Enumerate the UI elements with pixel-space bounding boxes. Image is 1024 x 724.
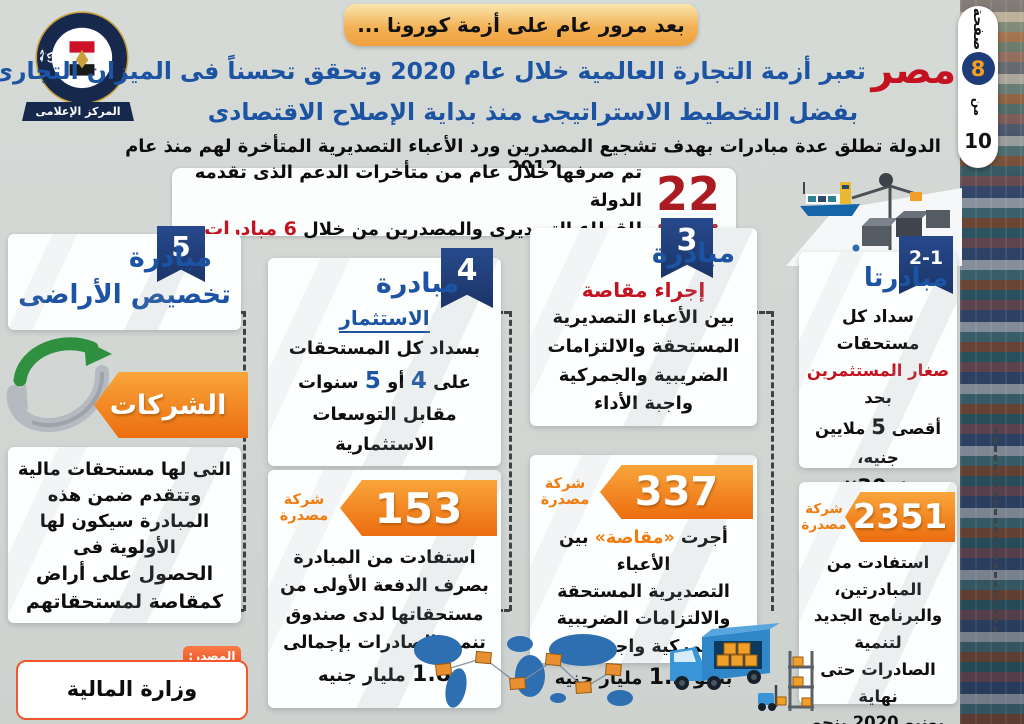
summary-amount: 22 — [655, 166, 720, 221]
egypt-emblem-icon: جمهورية مصر العربية رئاسة مجلس الوزراء — [24, 2, 129, 105]
initiative-5-detail-card: التى لها مستحقات مالية وتتقدم ضمن هذه ال… — [8, 447, 241, 623]
page-of-label: من — [971, 97, 986, 117]
initiative-1-2-card: 2-1 مبادرتا سداد كل مستحقات صغار المستثم… — [799, 236, 957, 553]
result-337-banner: شركة مصدرة 337 — [530, 465, 757, 519]
initiative-3-title: مبادرة — [651, 237, 736, 269]
page-total: 10 — [964, 129, 992, 153]
warehouse-shelf-icon — [788, 651, 814, 711]
initiative-3-body: بين الأعباء التصديرية المستحقة والالتزام… — [547, 307, 740, 415]
headline-block: مصر تعبر أزمة التجارة العالمية خلال عام … — [0, 48, 956, 126]
land-swap-arrows-icon — [6, 337, 112, 433]
dashed-connector — [243, 311, 246, 611]
top-banner: بعد مرور عام على أزمة كورونا ... — [344, 4, 698, 46]
initiative-1-2-title: مبادرتا — [863, 263, 949, 293]
result-2351-banner: شركة مصدرة 2351 — [799, 492, 957, 542]
dashed-connector — [509, 311, 512, 611]
initiative-3-subtitle: إجراء مقاصة — [581, 278, 706, 302]
world-map-shipping-illustration — [414, 634, 633, 708]
initiative-4-title: مبادرة — [375, 267, 460, 299]
page-label: صفحة — [970, 7, 986, 51]
result-2351-number: 2351 — [845, 492, 955, 542]
truck-warehouse-illustration — [670, 623, 814, 711]
result-337-number: 337 — [600, 465, 753, 519]
initiative-4-subtitle: الاستثمار — [339, 306, 430, 333]
initiative-3-card: 3 مبادرة إجراء مقاصة بين الأعباء التصدير… — [530, 218, 757, 426]
page-number-badge: 8 — [961, 52, 995, 85]
result-153-number: 153 — [340, 480, 497, 536]
result-153-banner: شركة مصدرة 153 — [268, 480, 501, 536]
egypt-flag-shield-icon — [69, 41, 95, 76]
companies-banner: الشركات — [94, 372, 248, 438]
page-indicator: صفحة 8 من 10 — [958, 6, 998, 168]
headline-line2: بفضل التخطيط الاستراتيجى منذ بداية الإصل… — [207, 98, 859, 126]
initiative-4-card: 4 مبادرة الاستثمار بسداد كل المستحقات عل… — [268, 248, 501, 466]
result-153-card: شركة مصدرة 153 استفادت من المبادرة بصرف … — [268, 470, 501, 708]
logo-banner: المركز الإعلامى — [22, 102, 134, 121]
result-2351-card: شركة مصدرة 2351 استفادت من المبادرتين، و… — [799, 482, 957, 724]
country-name: مصر — [871, 48, 956, 92]
initiative-5-card: 5 مبادرة تخصيص الأراضى — [8, 226, 241, 330]
summary-line1: تم صرفها خلال عام من متأخرات الدعم الذى … — [194, 162, 642, 212]
result-337-card: شركة مصدرة 337 أجرت «مقاصة» بين الأعباء … — [530, 455, 757, 690]
dashed-connector — [752, 311, 772, 314]
result-153-label: شركة مصدرة — [279, 492, 329, 524]
result-2351-body: استفادت من المبادرتين، والبرنامج الجديد … — [811, 553, 945, 724]
dashed-connector — [994, 428, 997, 632]
egypt-media-center-logo: جمهورية مصر العربية رئاسة مجلس الوزراء ا… — [16, 2, 134, 128]
initiative-4-body: بسداد كل المستحقات على 4 أو 5 سنوات مقاب… — [288, 338, 481, 455]
dashed-connector — [771, 311, 774, 611]
summary-box: 22 مليار جنيه تم صرفها خلال عام من متأخر… — [172, 162, 736, 240]
initiative-5-subtitle: تخصيص الأراضى — [18, 280, 231, 310]
initiative-5-title: مبادرة — [128, 241, 213, 273]
source-value-box: وزارة المالية — [16, 660, 248, 720]
headline-line1: تعبر أزمة التجارة العالمية خلال عام 2020… — [0, 57, 866, 85]
result-2351-label: شركة مصدرة — [801, 501, 847, 533]
initiative-5-body: التى لها مستحقات مالية وتتقدم ضمن هذه ال… — [17, 459, 232, 613]
result-337-label: شركة مصدرة — [540, 476, 590, 508]
forklift-icon — [758, 685, 787, 711]
